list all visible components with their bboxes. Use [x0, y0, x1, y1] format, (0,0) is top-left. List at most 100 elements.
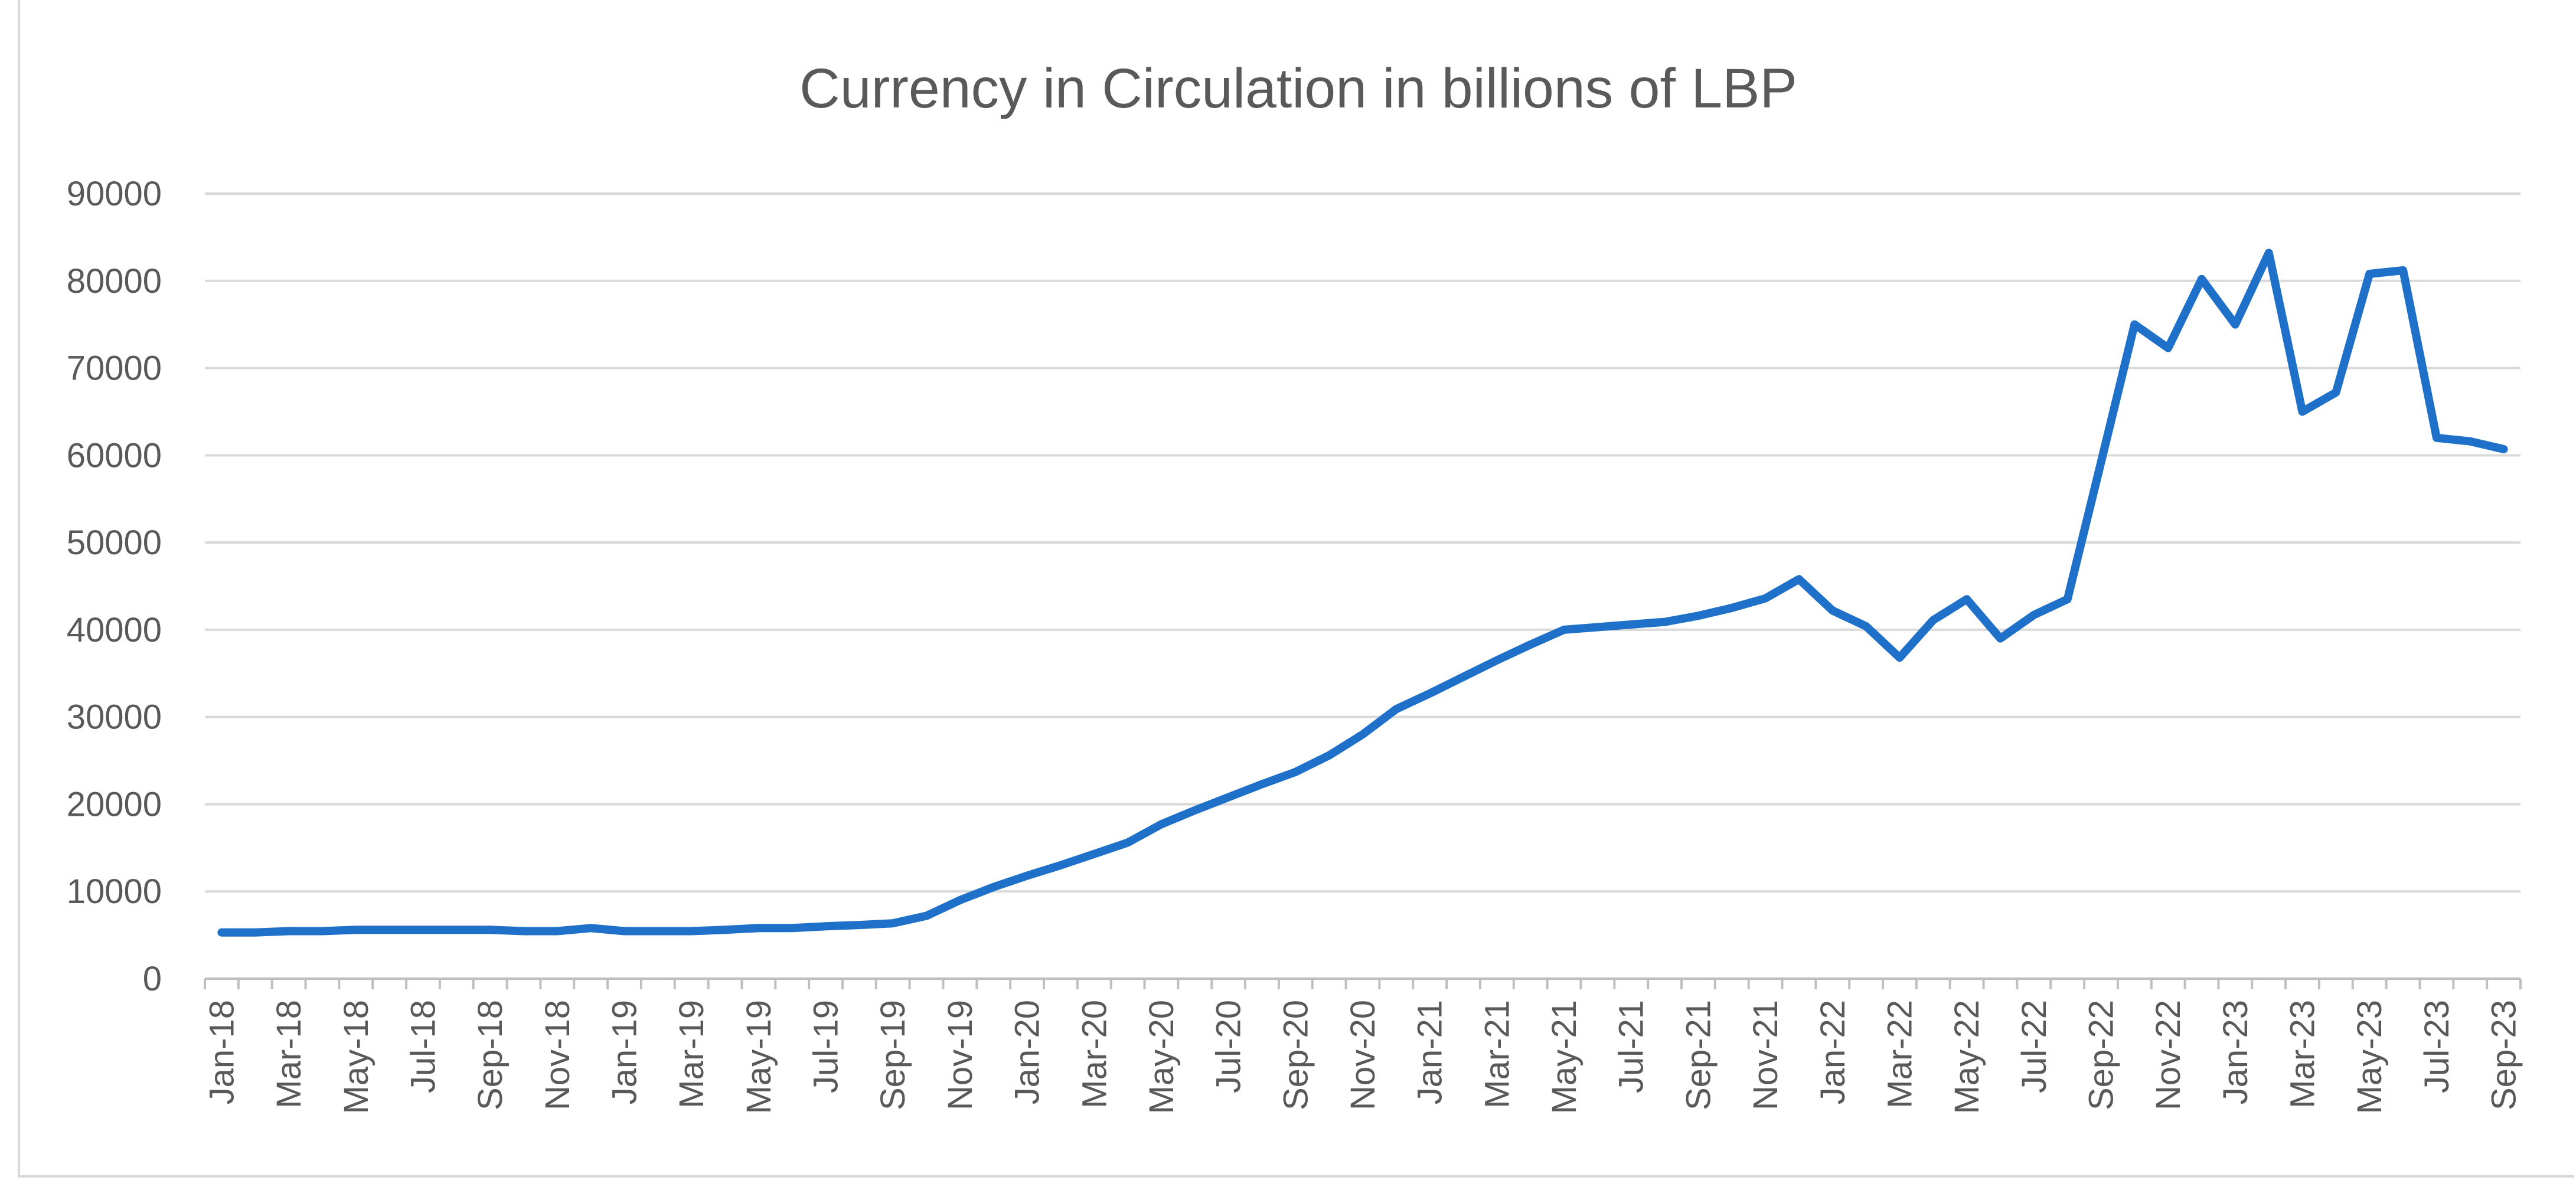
data-point	[1798, 578, 1800, 580]
y-tick-label: 80000	[67, 262, 162, 300]
data-point	[926, 915, 927, 917]
chart-area: Currency in Circulation in billions of L…	[18, 0, 2574, 1178]
data-point	[2100, 462, 2101, 463]
x-tick-label: May-23	[2350, 1000, 2389, 1114]
x-tick-label: Mar-20	[1075, 1000, 1114, 1109]
x-tick-label: Nov-21	[1746, 1000, 1785, 1110]
data-point	[1899, 657, 1900, 658]
data-point	[624, 930, 625, 931]
data-point	[355, 929, 357, 930]
x-tick-label: Sep-23	[2485, 1000, 2523, 1110]
chart-title: Currency in Circulation in billions of L…	[799, 57, 1797, 120]
data-point	[1228, 797, 1229, 798]
data-point	[322, 930, 323, 931]
x-tick-label: Jan-20	[1008, 1000, 1047, 1104]
data-point	[389, 929, 390, 930]
x-tick-label: May-22	[1948, 1000, 1986, 1114]
data-point	[456, 929, 457, 930]
data-point	[221, 932, 222, 933]
x-tick-label: May-21	[1545, 1000, 1584, 1114]
data-point	[1295, 771, 1296, 773]
data-point	[288, 930, 289, 931]
x-tick-label: Mar-21	[1478, 1000, 1516, 1109]
data-point	[422, 929, 423, 930]
x-tick-label: Jul-22	[2015, 1000, 2053, 1093]
series-layer	[217, 248, 2508, 937]
x-tick-label: Nov-20	[1344, 1000, 1382, 1110]
y-tick-label: 0	[143, 960, 162, 998]
data-point	[1396, 708, 1397, 709]
x-tick-label: Jul-18	[404, 1000, 442, 1093]
data-point	[1932, 620, 1934, 621]
data-point	[1328, 755, 1330, 756]
data-point	[1027, 875, 1028, 877]
x-tick-label: Jan-23	[2216, 1000, 2255, 1104]
x-tick-label: May-20	[1142, 1000, 1181, 1114]
data-point	[858, 924, 860, 926]
line-chart: Currency in Circulation in billions of L…	[67, 57, 2523, 1114]
data-point	[2134, 324, 2135, 325]
y-tick-label: 10000	[67, 872, 162, 911]
y-tick-label: 90000	[67, 175, 162, 213]
data-point	[1261, 783, 1262, 784]
x-tick-label: Jan-21	[1411, 1000, 1449, 1104]
x-tick-label: Jan-18	[203, 1000, 241, 1104]
data-point	[1563, 629, 1565, 630]
data-point	[2402, 270, 2404, 271]
data-point	[2335, 392, 2336, 393]
data-point	[1093, 854, 1095, 855]
data-point	[2235, 324, 2236, 325]
data-point	[1966, 599, 1967, 600]
gridlines	[205, 192, 2521, 893]
data-point	[1127, 842, 1128, 843]
x-tick-label: Sep-19	[874, 1000, 912, 1110]
data-point	[2167, 348, 2169, 349]
data-point	[2302, 411, 2303, 412]
data-point	[1463, 676, 1464, 678]
x-tick-label: Jul-23	[2418, 1000, 2456, 1093]
x-tick-label: May-18	[337, 1000, 376, 1114]
data-point	[523, 930, 524, 931]
x-tick-label: Sep-18	[471, 1000, 510, 1110]
data-point	[2201, 279, 2202, 280]
data-point	[2033, 614, 2035, 616]
data-point	[1631, 624, 1632, 625]
data-point	[1866, 626, 1867, 627]
data-point	[1664, 622, 1666, 623]
data-point	[792, 927, 793, 928]
data-point	[1060, 865, 1061, 866]
data-point	[1530, 644, 1531, 645]
data-point	[254, 932, 256, 933]
data-point	[590, 927, 592, 928]
data-point	[557, 930, 558, 931]
data-point	[959, 900, 961, 901]
data-point	[993, 887, 994, 888]
y-tick-label: 60000	[67, 436, 162, 475]
x-axis	[204, 977, 2522, 989]
x-tick-label: Jul-19	[807, 1000, 845, 1093]
x-axis-tick-labels: Jan-18 Mar-18 May-18 Jul-18 Sep-18 Nov-18 Jan-…	[203, 1000, 2523, 1114]
x-tick-label: Mar-22	[1880, 1000, 1919, 1109]
y-tick-label: 30000	[67, 698, 162, 737]
y-axis-tick-labels: 0 10000 20000 30000 40000 50000 60000 70000 8000…	[67, 175, 162, 998]
y-tick-label: 20000	[67, 785, 162, 823]
y-tick-label: 70000	[67, 349, 162, 388]
data-point	[1765, 598, 1766, 599]
data-point	[1832, 610, 1833, 611]
series-line-0	[217, 248, 2508, 937]
x-tick-label: Jan-19	[606, 1000, 644, 1104]
data-point	[1362, 734, 1363, 735]
data-point	[1496, 660, 1497, 661]
data-point	[1731, 607, 1732, 609]
data-point	[892, 923, 893, 924]
x-tick-label: Nov-18	[538, 1000, 577, 1110]
data-point	[2000, 638, 2001, 639]
data-point	[657, 930, 658, 931]
x-tick-label: Jan-22	[1814, 1000, 1852, 1104]
data-point	[2369, 273, 2370, 274]
x-tick-label: Jul-20	[1210, 1000, 1248, 1093]
data-point	[2503, 449, 2505, 450]
data-point	[724, 929, 726, 930]
x-tick-label: Nov-22	[2149, 1000, 2188, 1110]
data-point	[825, 926, 827, 927]
